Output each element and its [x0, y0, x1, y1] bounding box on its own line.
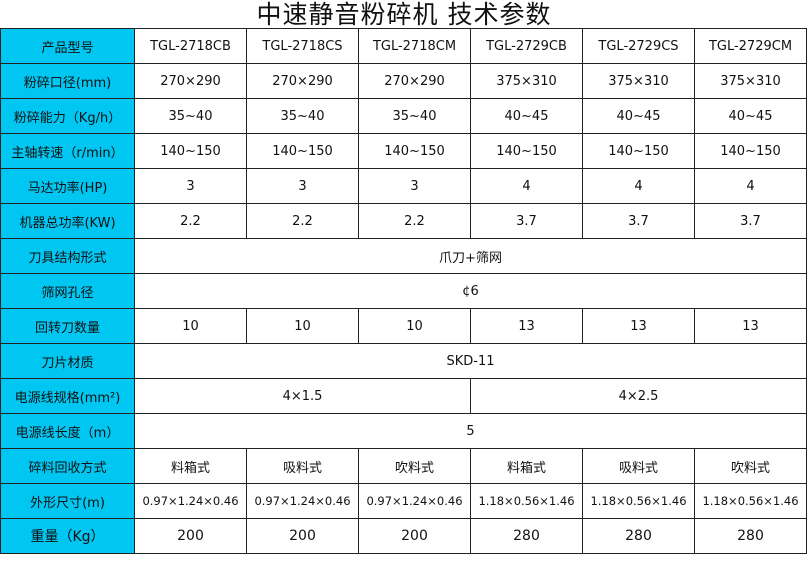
spec-cell: 1.18×0.56×1.46: [582, 483, 695, 519]
spec-row-blade-count: 回转刀数量 10 10 10 13 13 13: [0, 308, 807, 344]
spec-cell: 375×310: [470, 63, 583, 99]
spec-cell: 280: [694, 518, 807, 554]
spec-cell: 140~150: [358, 133, 471, 169]
spec-row-model: 产品型号 TGL-2718CB TGL-2718CS TGL-2718CM TGL-27…: [0, 28, 807, 64]
spec-row-mesh-aperture: 筛网孔径 ¢6: [0, 273, 807, 309]
row-label: 重量（Kg）: [0, 518, 135, 554]
spec-cell: 4: [694, 168, 807, 204]
spec-cell: 4×2.5: [470, 378, 807, 414]
spec-row-total-power: 机器总功率(KW) 2.2 2.2 2.2 3.7 3.7 3.7: [0, 203, 807, 239]
spec-row-motor-power: 马达功率(HP) 3 3 3 4 4 4: [0, 168, 807, 204]
spec-cell: 2.2: [358, 203, 471, 239]
spec-cell: 4×1.5: [134, 378, 471, 414]
row-label: 回转刀数量: [0, 308, 135, 344]
row-label: 筛网孔径: [0, 273, 135, 309]
spec-row-recovery-method: 碎料回收方式 料箱式 吸料式 吹料式 料箱式 吸料式 吹料式: [0, 448, 807, 484]
spec-cell: 2.2: [134, 203, 247, 239]
spec-row-blade-material: 刀片材质 SKD-11: [0, 343, 807, 379]
spec-cell: 200: [134, 518, 247, 554]
spec-cell: 3: [246, 168, 359, 204]
spec-cell: 13: [582, 308, 695, 344]
spec-cell: 270×290: [358, 63, 471, 99]
spec-row-spindle-speed: 主轴转速（r/min） 140~150 140~150 140~150 140~150 1…: [0, 133, 807, 169]
spec-cell: SKD-11: [134, 343, 807, 379]
spec-cell: 2.2: [246, 203, 359, 239]
row-label: 外形尺寸(m): [0, 483, 135, 519]
spec-cell: 1.18×0.56×1.46: [470, 483, 583, 519]
spec-cell: 40~45: [470, 98, 583, 134]
spec-cell: 料箱式: [470, 448, 583, 484]
spec-cell: 1.18×0.56×1.46: [694, 483, 807, 519]
spec-cell: 375×310: [694, 63, 807, 99]
spec-cell: 3.7: [470, 203, 583, 239]
spec-cell: 270×290: [134, 63, 247, 99]
spec-cell: 140~150: [246, 133, 359, 169]
row-label: 刀片材质: [0, 343, 135, 379]
spec-cell: 13: [694, 308, 807, 344]
spec-cell: 200: [358, 518, 471, 554]
spec-cell: 140~150: [582, 133, 695, 169]
row-label: 电源线规格(mm²): [0, 378, 135, 414]
spec-cell: 10: [134, 308, 247, 344]
spec-row-bore: 粉碎口径(mm) 270×290 270×290 270×290 375×310 375×…: [0, 63, 807, 99]
spec-cell: 280: [470, 518, 583, 554]
row-label: 马达功率(HP): [0, 168, 135, 204]
spec-cell: TGL-2729CS: [582, 28, 695, 64]
spec-cell: 40~45: [582, 98, 695, 134]
spec-cell: 3.7: [694, 203, 807, 239]
spec-cell: 140~150: [134, 133, 247, 169]
row-label: 主轴转速（r/min）: [0, 133, 135, 169]
spec-cell: 爪刀+筛网: [134, 238, 807, 274]
spec-cell: 0.97×1.24×0.46: [358, 483, 471, 519]
spec-cell: 吹料式: [694, 448, 807, 484]
spec-row-blade-type: 刀具结构形式 爪刀+筛网: [0, 238, 807, 274]
spec-cell: 3: [358, 168, 471, 204]
spec-row-dimensions: 外形尺寸(m) 0.97×1.24×0.46 0.97×1.24×0.46 0.97×…: [0, 483, 807, 519]
spec-row-cable-length: 电源线长度（m） 5: [0, 413, 807, 449]
spec-cell: 吸料式: [246, 448, 359, 484]
spec-cell: TGL-2718CS: [246, 28, 359, 64]
spec-cell: 40~45: [694, 98, 807, 134]
spec-cell: ¢6: [134, 273, 807, 309]
spec-cell: TGL-2718CB: [134, 28, 247, 64]
spec-cell: 5: [134, 413, 807, 449]
spec-row-capacity: 粉碎能力（Kg/h） 35~40 35~40 35~40 40~45 40~45 40~45: [0, 98, 807, 134]
row-label: 刀具结构形式: [0, 238, 135, 274]
spec-cell: 13: [470, 308, 583, 344]
spec-cell: 140~150: [694, 133, 807, 169]
row-label: 碎料回收方式: [0, 448, 135, 484]
spec-cell: TGL-2729CM: [694, 28, 807, 64]
spec-cell: 3: [134, 168, 247, 204]
page-title: 中速静音粉碎机 技术参数: [256, 0, 552, 29]
spec-cell: 270×290: [246, 63, 359, 99]
spec-cell: 10: [246, 308, 359, 344]
spec-cell: 4: [470, 168, 583, 204]
row-label: 产品型号: [0, 28, 135, 64]
spec-cell: 0.97×1.24×0.46: [134, 483, 247, 519]
spec-row-weight: 重量（Kg） 200 200 200 280 280 280: [0, 518, 807, 554]
row-label: 机器总功率(KW): [0, 203, 135, 239]
spec-cell: 4: [582, 168, 695, 204]
spec-cell: 料箱式: [134, 448, 247, 484]
spec-cell: 吹料式: [358, 448, 471, 484]
spec-row-cable-spec: 电源线规格(mm²) 4×1.5 4×2.5: [0, 378, 807, 414]
spec-cell: 35~40: [358, 98, 471, 134]
spec-cell: TGL-2718CM: [358, 28, 471, 64]
spec-cell: 35~40: [246, 98, 359, 134]
spec-cell: 0.97×1.24×0.46: [246, 483, 359, 519]
spec-cell: 10: [358, 308, 471, 344]
spec-table: 产品型号 TGL-2718CB TGL-2718CS TGL-2718CM TGL-27…: [0, 28, 807, 554]
spec-cell: 吸料式: [582, 448, 695, 484]
spec-cell: TGL-2729CB: [470, 28, 583, 64]
row-label: 粉碎能力（Kg/h）: [0, 98, 135, 134]
spec-cell: 140~150: [470, 133, 583, 169]
spec-cell: 375×310: [582, 63, 695, 99]
spec-cell: 3.7: [582, 203, 695, 239]
row-label: 粉碎口径(mm): [0, 63, 135, 99]
spec-cell: 280: [582, 518, 695, 554]
spec-cell: 35~40: [134, 98, 247, 134]
row-label: 电源线长度（m）: [0, 413, 135, 449]
spec-cell: 200: [246, 518, 359, 554]
